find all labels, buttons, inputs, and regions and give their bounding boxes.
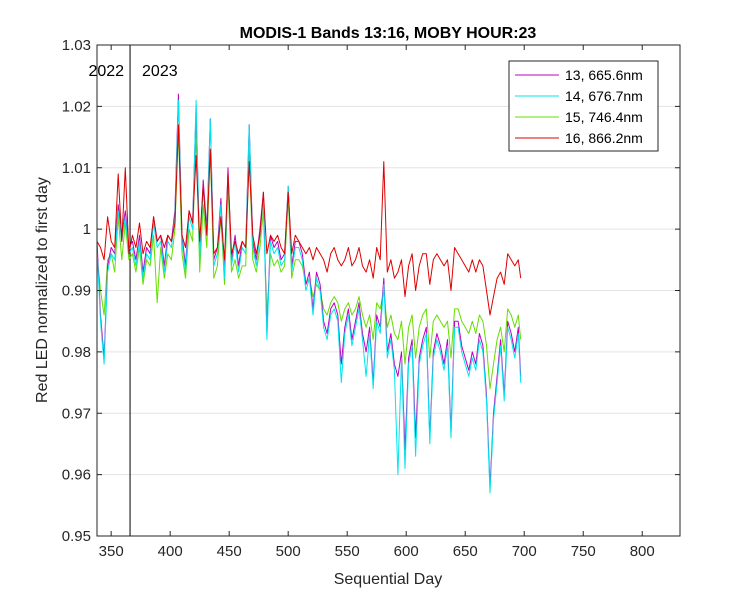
y-tick-label: 1.02 [62,98,91,115]
year-label-2023: 2023 [142,63,178,80]
y-tick-label: 1.01 [62,160,91,177]
series-line-1 [96,99,522,494]
y-axis-label: Red LED normalized to first day [34,177,51,403]
series-line-3 [96,124,522,316]
legend: 13, 665.6nm 14, 676.7nm 15, 746.4nm 16, 866… [508,60,659,152]
y-tick-label: 0.99 [62,283,91,300]
y-tick-label: 0.97 [62,405,91,422]
y-tick-label: 1.03 [62,37,91,54]
axis-ticks: 0.95 0.96 0.97 0.98 0.99 1 1.01 1.02 1.03 350 400 4… [62,37,680,560]
y-tick-label: 1 [83,221,91,238]
x-tick-label: 550 [335,543,360,560]
y-tick-label: 0.96 [62,467,91,484]
legend-box [508,60,659,152]
x-tick-label: 600 [394,543,419,560]
legend-entry-1: 14, 676.7nm [565,88,643,104]
data-series-group [96,93,522,494]
x-tick-label: 400 [158,543,183,560]
legend-entry-0: 13, 665.6nm [565,67,643,83]
x-tick-label: 500 [276,543,301,560]
legend-entry-3: 16, 866.2nm [565,130,643,146]
x-tick-label: 350 [99,543,124,560]
chart-title: MODIS-1 Bands 13:16, MOBY HOUR:23 [240,25,537,42]
x-tick-label: 650 [453,543,478,560]
x-tick-label: 700 [512,543,537,560]
x-tick-label: 800 [630,543,655,560]
legend-entry-2: 15, 746.4nm [565,109,643,125]
x-axis-label: Sequential Day [334,571,443,588]
x-tick-label: 750 [571,543,596,560]
year-label-2022: 2022 [88,63,124,80]
x-tick-label: 450 [217,543,242,560]
y-tick-label: 0.98 [62,344,91,361]
y-tick-label: 0.95 [62,528,91,545]
